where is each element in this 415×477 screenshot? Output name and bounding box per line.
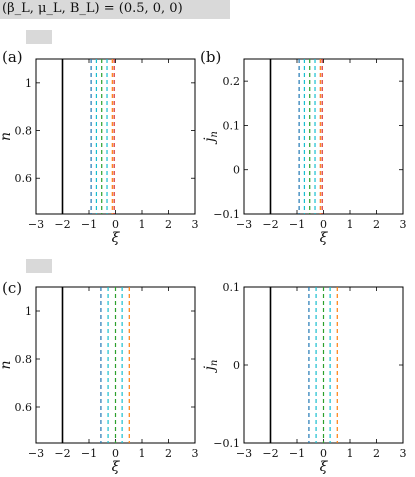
x-tick-label: −3	[236, 447, 252, 460]
x-tick-label: −1	[289, 218, 305, 231]
title-bar: (β_L, μ_L, B_L) = (0.5, 0, 0)	[0, 0, 230, 19]
x-tick-label: 0	[320, 218, 327, 231]
y-tick-label: 0.8	[15, 125, 33, 138]
y-axis-label: n	[0, 132, 14, 141]
x-tick-label: 2	[373, 218, 380, 231]
redaction-box-top	[26, 30, 52, 44]
x-tick-label: −2	[262, 447, 278, 460]
x-tick-label: 1	[347, 218, 354, 231]
x-tick-label: 1	[347, 447, 354, 460]
x-tick-label: 3	[192, 218, 199, 231]
y-tick-label: 1	[25, 77, 32, 90]
x-tick-label: −2	[262, 218, 278, 231]
x-axis-label: ξ	[320, 230, 329, 246]
y-tick-label: 0.6	[15, 172, 33, 185]
x-tick-label: 3	[192, 447, 199, 460]
y-axis-label: jn	[202, 360, 220, 374]
y-axis-label: n	[0, 360, 14, 369]
plot-frame-1	[35, 58, 196, 215]
x-axis-label: ξ	[112, 230, 121, 246]
y-tick-label: 0.2	[223, 75, 241, 88]
redaction-box-middle	[26, 259, 52, 273]
y-axis-label: jn	[202, 131, 220, 145]
x-tick-label: −1	[81, 447, 97, 460]
x-tick-label: 0	[112, 447, 119, 460]
x-tick-label: 0	[320, 447, 327, 460]
x-tick-label: −2	[54, 447, 70, 460]
x-tick-label: −1	[81, 218, 97, 231]
x-tick-label: −3	[28, 218, 44, 231]
y-tick-label: 0.6	[15, 401, 33, 414]
panel-label: (a)	[2, 48, 23, 66]
x-tick-label: 2	[373, 447, 380, 460]
y-tick-label: 0	[233, 359, 240, 372]
x-tick-label: 2	[165, 447, 172, 460]
x-tick-label: 2	[165, 218, 172, 231]
x-tick-label: 3	[400, 218, 407, 231]
x-tick-label: −2	[54, 218, 70, 231]
y-tick-label: 0.8	[15, 353, 33, 366]
x-tick-label: 1	[139, 218, 146, 231]
x-tick-label: −3	[236, 218, 252, 231]
x-tick-label: 1	[139, 447, 146, 460]
x-axis-label: ξ	[320, 459, 329, 475]
y-tick-label: 0.1	[223, 281, 241, 294]
plot-frame-2	[243, 58, 404, 215]
x-tick-label: −3	[28, 447, 44, 460]
y-tick-label: −0.1	[213, 208, 240, 221]
x-tick-label: −1	[289, 447, 305, 460]
panel-label: (c)	[2, 279, 22, 297]
x-axis-label: ξ	[112, 459, 121, 475]
panel-label: (b)	[200, 48, 221, 66]
x-tick-label: 3	[400, 447, 407, 460]
figure-title: (β_L, μ_L, B_L) = (0.5, 0, 0)	[2, 1, 183, 16]
y-tick-label: −0.1	[213, 437, 240, 450]
y-tick-label: 0	[233, 164, 240, 177]
y-tick-label: 0.1	[223, 119, 241, 132]
x-tick-label: 0	[112, 218, 119, 231]
y-tick-label: 1	[25, 305, 32, 318]
